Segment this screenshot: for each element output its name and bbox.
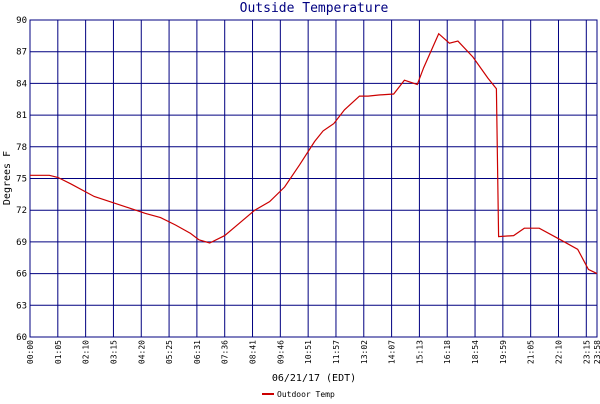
x-tick-label: 09:46 xyxy=(276,340,285,364)
x-axis-title: 06/21/17 (EDT) xyxy=(272,373,356,384)
x-tick-label: 23:15 xyxy=(582,340,591,364)
y-tick-label: 75 xyxy=(16,175,27,185)
x-tick-label: 16:18 xyxy=(443,340,452,364)
y-tick-label: 84 xyxy=(16,79,27,89)
x-tick-label: 19:59 xyxy=(499,340,508,364)
x-tick-label: 01:05 xyxy=(54,340,63,364)
chart-title: Outside Temperature xyxy=(240,1,389,16)
y-tick-label: 81 xyxy=(16,111,27,121)
y-tick-label: 72 xyxy=(16,206,27,216)
y-tick-label: 87 xyxy=(16,48,27,58)
legend-label: Outdoor Temp xyxy=(277,390,335,399)
x-tick-label: 21:05 xyxy=(527,340,536,364)
y-tick-label: 90 xyxy=(16,16,27,26)
x-tick-label: 06:31 xyxy=(193,340,202,364)
x-tick-label: 18:54 xyxy=(471,340,480,364)
x-tick-label: 08:41 xyxy=(249,340,258,364)
y-tick-label: 63 xyxy=(16,301,27,311)
y-axis-title: Degrees F xyxy=(2,151,13,205)
x-tick-label: 05:25 xyxy=(165,340,174,364)
x-tick-label: 15:13 xyxy=(415,340,424,364)
plot-border xyxy=(29,19,598,338)
x-tick-label: 04:20 xyxy=(137,340,146,364)
x-tick-label: 10:51 xyxy=(304,340,313,364)
x-tick-label: 02:10 xyxy=(82,340,91,364)
y-tick-label: 66 xyxy=(16,270,27,280)
y-tick-label: 78 xyxy=(16,143,27,153)
x-tick-label: 11:57 xyxy=(332,340,341,364)
x-tick-label: 00:00 xyxy=(26,340,35,364)
x-tick-label: 23:58 xyxy=(593,340,600,364)
x-tick-label: 14:07 xyxy=(388,340,397,364)
x-tick-label: 13:02 xyxy=(360,340,369,364)
x-tick-label: 22:10 xyxy=(554,340,563,364)
x-tick-label: 07:36 xyxy=(221,340,230,364)
x-tick-label: 03:15 xyxy=(109,340,118,364)
y-tick-label: 69 xyxy=(16,238,27,248)
data-line xyxy=(30,32,598,275)
y-tick-label: 60 xyxy=(16,333,27,343)
